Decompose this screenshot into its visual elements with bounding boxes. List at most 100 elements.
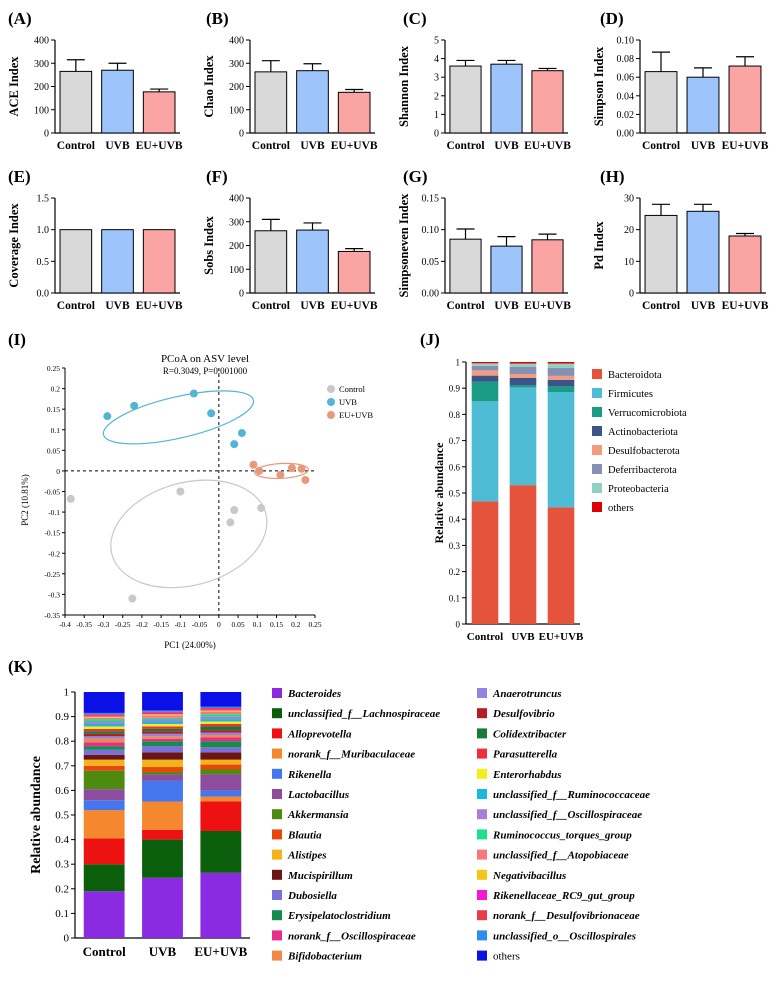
bar-D-2 [728, 65, 762, 134]
segment-K-8 [142, 759, 183, 768]
segment-J-0 [547, 507, 575, 624]
segment-K-2 [142, 829, 183, 840]
y-tick-label: 0.9 [55, 711, 69, 723]
y-tick-label: -0.15 [44, 529, 60, 538]
bar-G-1 [490, 245, 523, 294]
y-tick-label: 0.04 [617, 91, 635, 102]
category-label: EU+UVB [194, 944, 247, 959]
y-tick-label: 0.1 [449, 593, 460, 603]
segment-K-9 [83, 754, 125, 760]
y-tick-label: 0.15 [47, 405, 60, 414]
category-label: EU+UVB [524, 300, 571, 312]
y-tick-label: 30 [624, 194, 634, 205]
category-label: UVB [300, 140, 325, 152]
category-label: Control [252, 300, 290, 312]
panel-label-D: (D) [600, 9, 624, 28]
category-label: EU+UVB [524, 140, 571, 152]
bar-B-2 [337, 91, 371, 134]
segment-K-24 [83, 715, 125, 717]
legend-label: others [493, 951, 520, 963]
y-tick-label: 0 [56, 467, 60, 476]
segment-J-5 [509, 366, 537, 375]
legend-label: Rikenella [287, 769, 332, 781]
bar-E-0 [59, 229, 93, 294]
y-tick-label: 300 [229, 59, 244, 70]
segment-K-17 [83, 728, 125, 732]
bar-A-0 [59, 70, 93, 134]
y-tick-label: 0.1 [51, 426, 61, 435]
y-tick-label: 0.6 [55, 785, 69, 797]
legend-label: Deferribacterota [608, 465, 677, 476]
segment-J-2 [471, 381, 499, 402]
segment-K-15 [83, 733, 125, 737]
segment-K-10 [142, 746, 183, 753]
legend-label: Firmicutes [608, 389, 653, 400]
legend-label: Alistipes [287, 850, 327, 862]
legend-swatch [477, 708, 487, 719]
legend-label: Alloprevotella [287, 728, 352, 740]
bar-D-0 [644, 71, 678, 134]
y-tick-label: 0.02 [617, 110, 635, 121]
y-tick-label: 200 [34, 82, 49, 93]
x-tick-label: -0.35 [76, 620, 92, 629]
legend-swatch [272, 789, 282, 799]
segment-K-13 [83, 738, 125, 743]
panel-label-K: (K) [8, 657, 33, 676]
legend-swatch [477, 688, 487, 698]
legend-swatch [272, 768, 282, 779]
point-Control [230, 506, 239, 515]
segment-J-7 [547, 362, 575, 364]
x-tick-label: 0.05 [232, 620, 245, 629]
legend-swatch [477, 950, 487, 961]
category-label: Control [467, 631, 503, 643]
legend-marker [327, 411, 335, 419]
segment-J-5 [471, 365, 499, 371]
segment-J-4 [471, 370, 499, 376]
legend-label: Blautia [287, 829, 322, 841]
stacked-chart-K: 0 0.1 0.2 0.3 0.4 0.5 0.6 0.7 0.8 0.9 1 Relative ab… [29, 687, 650, 963]
segment-K-21 [200, 714, 242, 717]
bar-chart-D: 0.00 0.02 0.04 0.06 0.08 0.10 Simpson Index Con… [592, 36, 769, 153]
bar-G-2 [531, 239, 564, 294]
y-tick-label: -0.1 [48, 508, 60, 517]
legend-label: UVB [339, 397, 357, 407]
legend-swatch [272, 849, 282, 860]
y-tick-label: 2 [434, 91, 439, 102]
y-tick-label: 0.3 [449, 541, 461, 551]
y-tick-label: 0.05 [47, 446, 60, 455]
segment-K-24 [200, 709, 242, 711]
point-EU+UVB [301, 475, 310, 484]
y-tick-label: -0.05 [44, 488, 60, 497]
segment-K-23 [200, 710, 242, 712]
segment-K-12 [200, 737, 242, 742]
segment-K-0 [83, 891, 125, 938]
bar-A-2 [142, 91, 176, 134]
legend-label: Negativibacillus [492, 870, 566, 882]
segment-K-18 [142, 723, 183, 727]
y-tick-label: 1.0 [37, 225, 50, 236]
segment-K-4 [83, 800, 125, 811]
x-tick-label: -0.05 [192, 620, 208, 629]
y-axis-label: Shannon Index [397, 45, 411, 127]
point-EU+UVB [276, 471, 285, 480]
category-label: EU+UVB [136, 300, 183, 312]
segment-K-15 [142, 731, 183, 734]
segment-J-7 [471, 362, 499, 364]
bar-C-1 [490, 63, 523, 134]
y-tick-label: 0.2 [55, 883, 69, 895]
segment-K-14 [83, 736, 125, 739]
y-tick-label: 0.00 [617, 129, 635, 140]
x-tick-label: -0.15 [153, 620, 169, 629]
x-tick-label: 0.25 [308, 620, 321, 629]
segment-K-0 [142, 877, 183, 938]
legend-swatch [272, 930, 282, 941]
legend-swatch [477, 789, 487, 799]
y-tick-label: 0.10 [422, 225, 440, 236]
legend-swatch [477, 930, 487, 941]
segment-K-12 [83, 742, 125, 747]
legend-label: Mucispirillum [287, 870, 353, 882]
y-tick-label: 0 [239, 289, 244, 300]
category-label: Control [57, 140, 95, 152]
bar-H-0 [644, 214, 678, 294]
y-tick-label: 400 [229, 36, 244, 47]
